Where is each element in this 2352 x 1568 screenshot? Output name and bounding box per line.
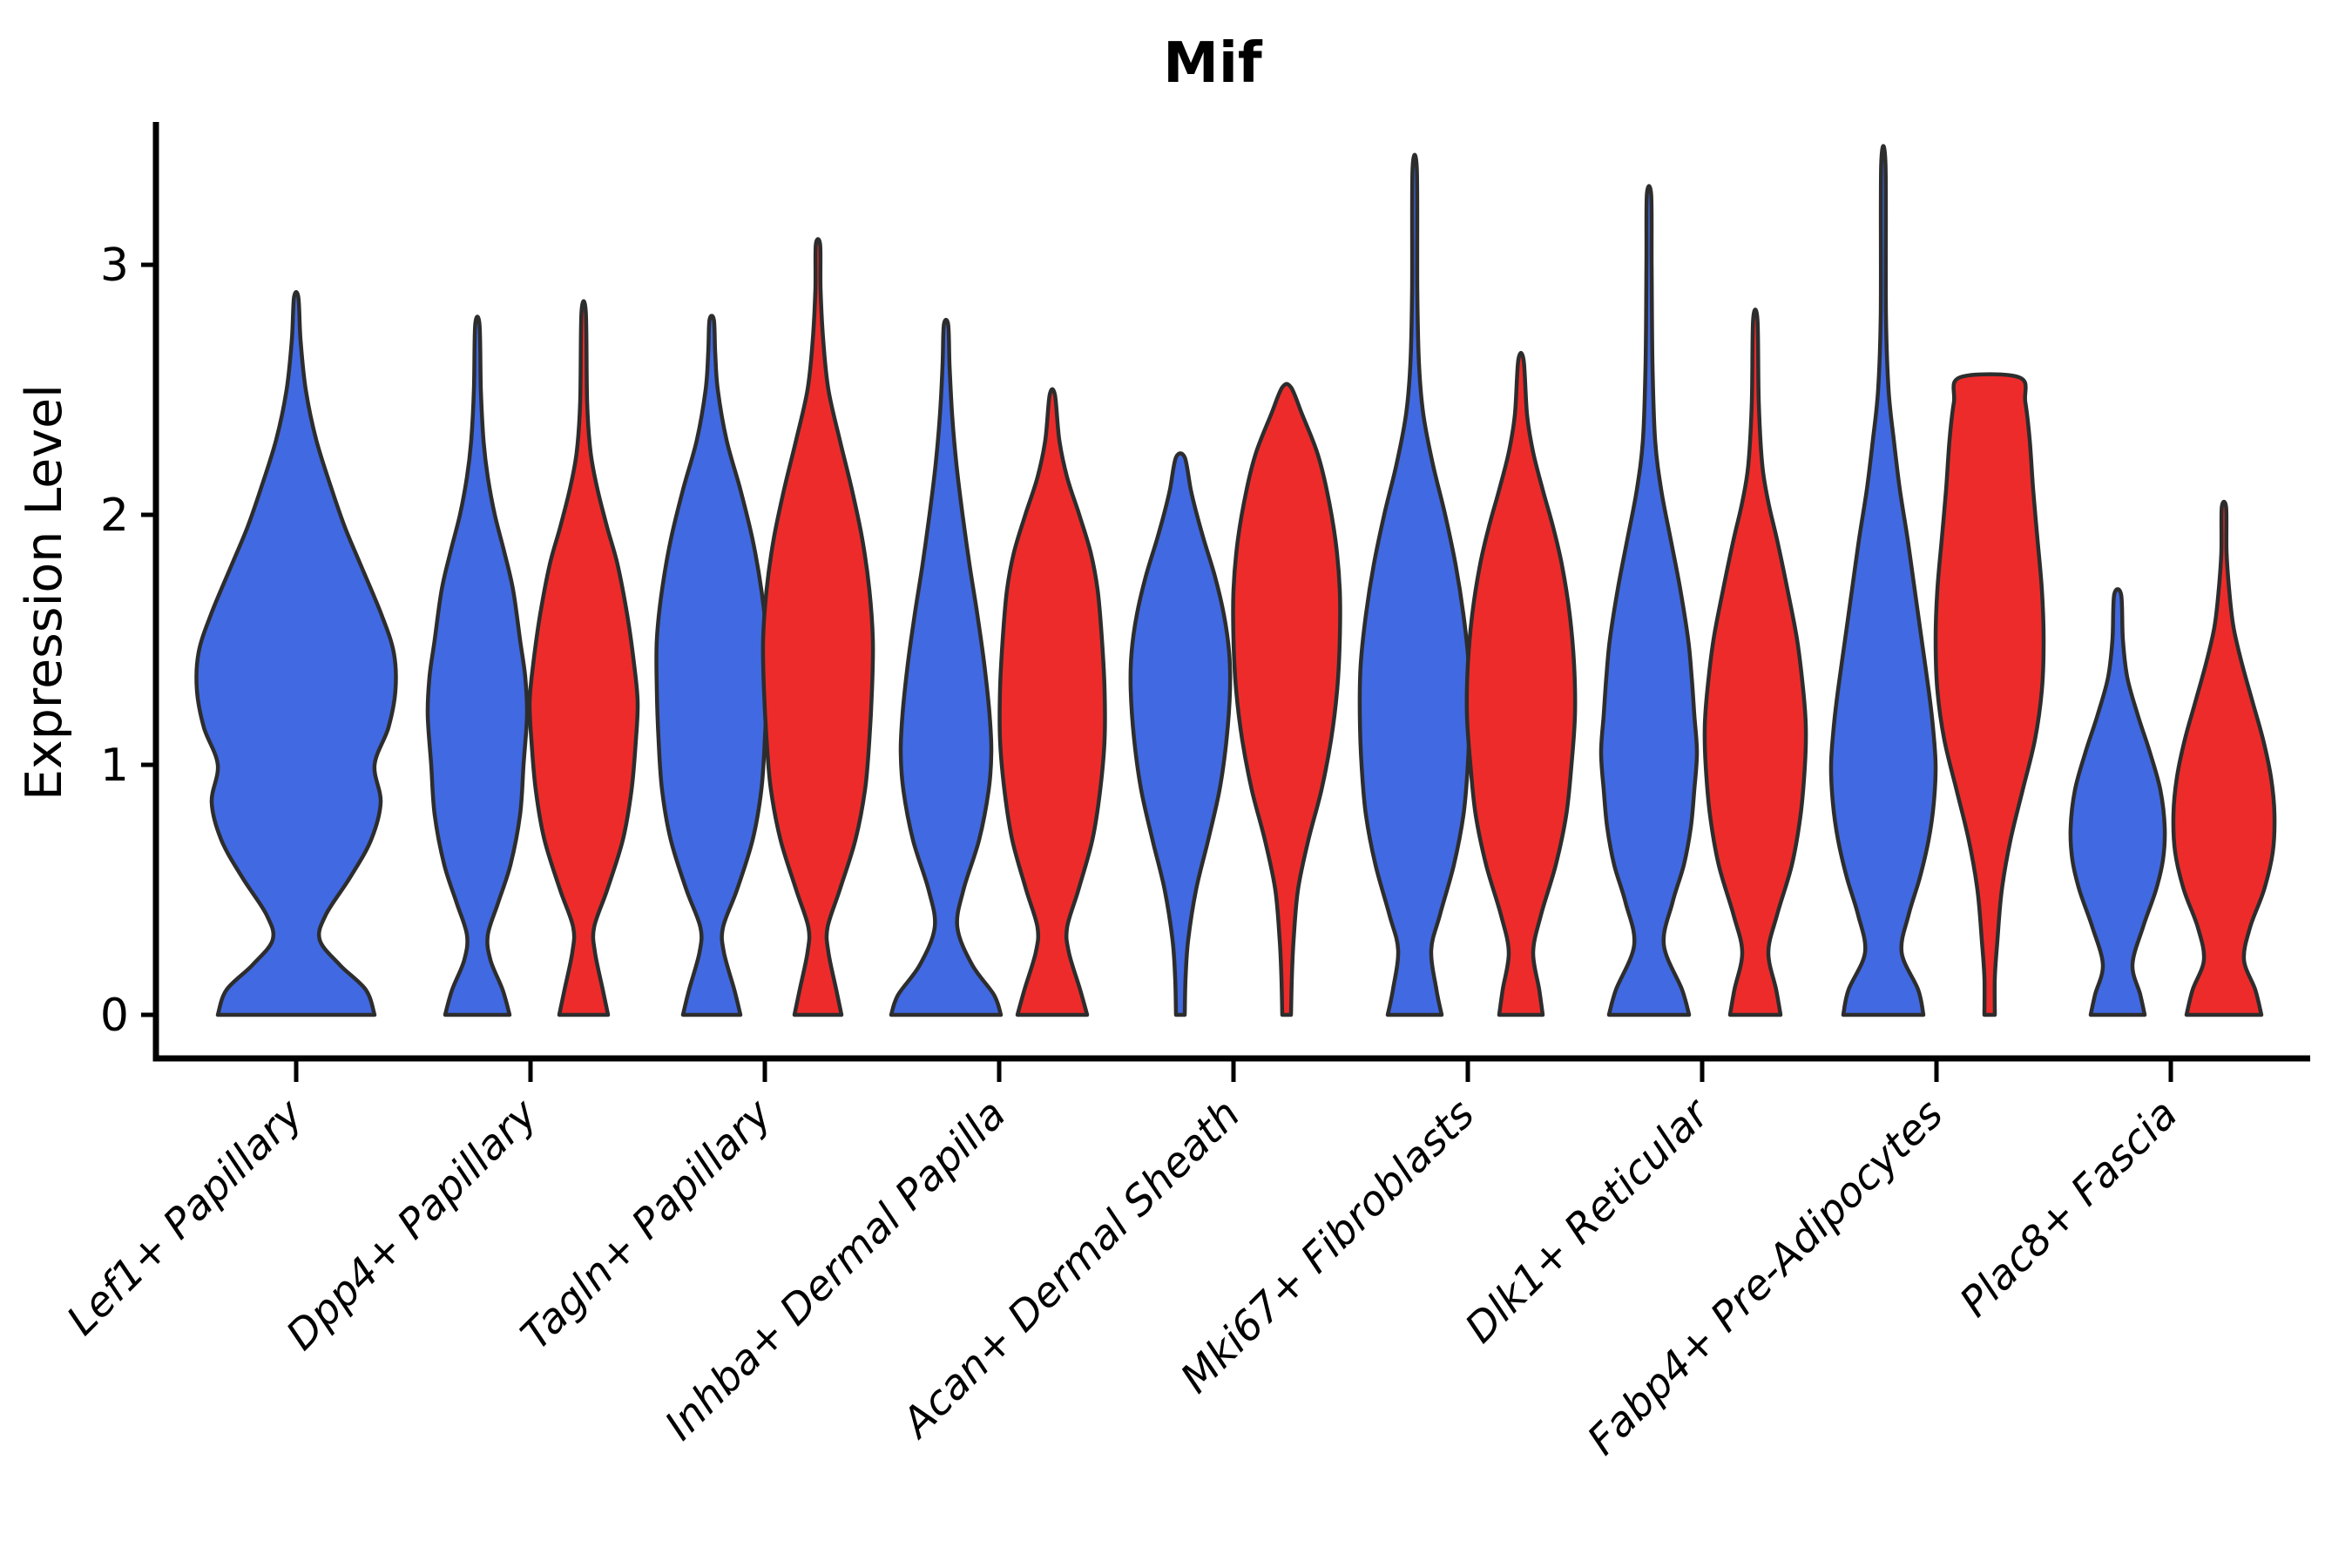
violin-dlk1-reticular-red	[1702, 308, 1808, 1017]
y-tick-label: 1	[100, 740, 129, 792]
violin-layer	[194, 144, 2277, 1017]
violin-fabp4-pre-adipocytes-blue	[1828, 144, 1938, 1017]
y-tick-label: 3	[100, 240, 129, 292]
violin-inhba-dermal-papilla-red	[997, 387, 1107, 1017]
x-category-label: Plac8+ Fascia	[1950, 1091, 2186, 1327]
violin-plac8-fascia-blue	[2068, 587, 2167, 1017]
violin-dpp4-papillary-red	[527, 299, 640, 1017]
violin-lef1-papillary-blue	[194, 289, 398, 1017]
plot-title: Mif	[1163, 31, 1263, 96]
y-tick-label: 0	[100, 990, 129, 1042]
violin-inhba-dermal-papilla-blue	[889, 317, 1004, 1017]
violin-mki67-fibroblasts-red	[1464, 350, 1578, 1017]
violin-tagln-papillary-blue	[654, 314, 769, 1017]
x-category-label: Tagln+ Papillary	[512, 1090, 782, 1360]
violin-tagln-papillary-red	[760, 237, 875, 1017]
violin-fabp4-pre-adipocytes-red	[1933, 372, 2046, 1017]
y-axis-ticks: 0 1 2 3	[100, 240, 155, 1042]
violin-acan-dermal-sheath-blue	[1128, 451, 1233, 1017]
violin-dlk1-reticular-blue	[1598, 184, 1700, 1017]
x-category-label: Dpp4+ Papillary	[277, 1090, 547, 1360]
violin-acan-dermal-sheath-red	[1231, 382, 1342, 1017]
violin-plac8-fascia-red	[2171, 499, 2277, 1017]
x-category-label: Dlk1+ Reticular	[1456, 1089, 1720, 1353]
y-axis-label: Expression Level	[16, 384, 73, 801]
y-tick-label: 2	[100, 490, 129, 542]
x-category-label: Lef1+ Papillary	[57, 1090, 313, 1345]
violin-mki67-fibroblasts-blue	[1357, 152, 1472, 1017]
violin-dpp4-papillary-blue	[425, 314, 530, 1017]
